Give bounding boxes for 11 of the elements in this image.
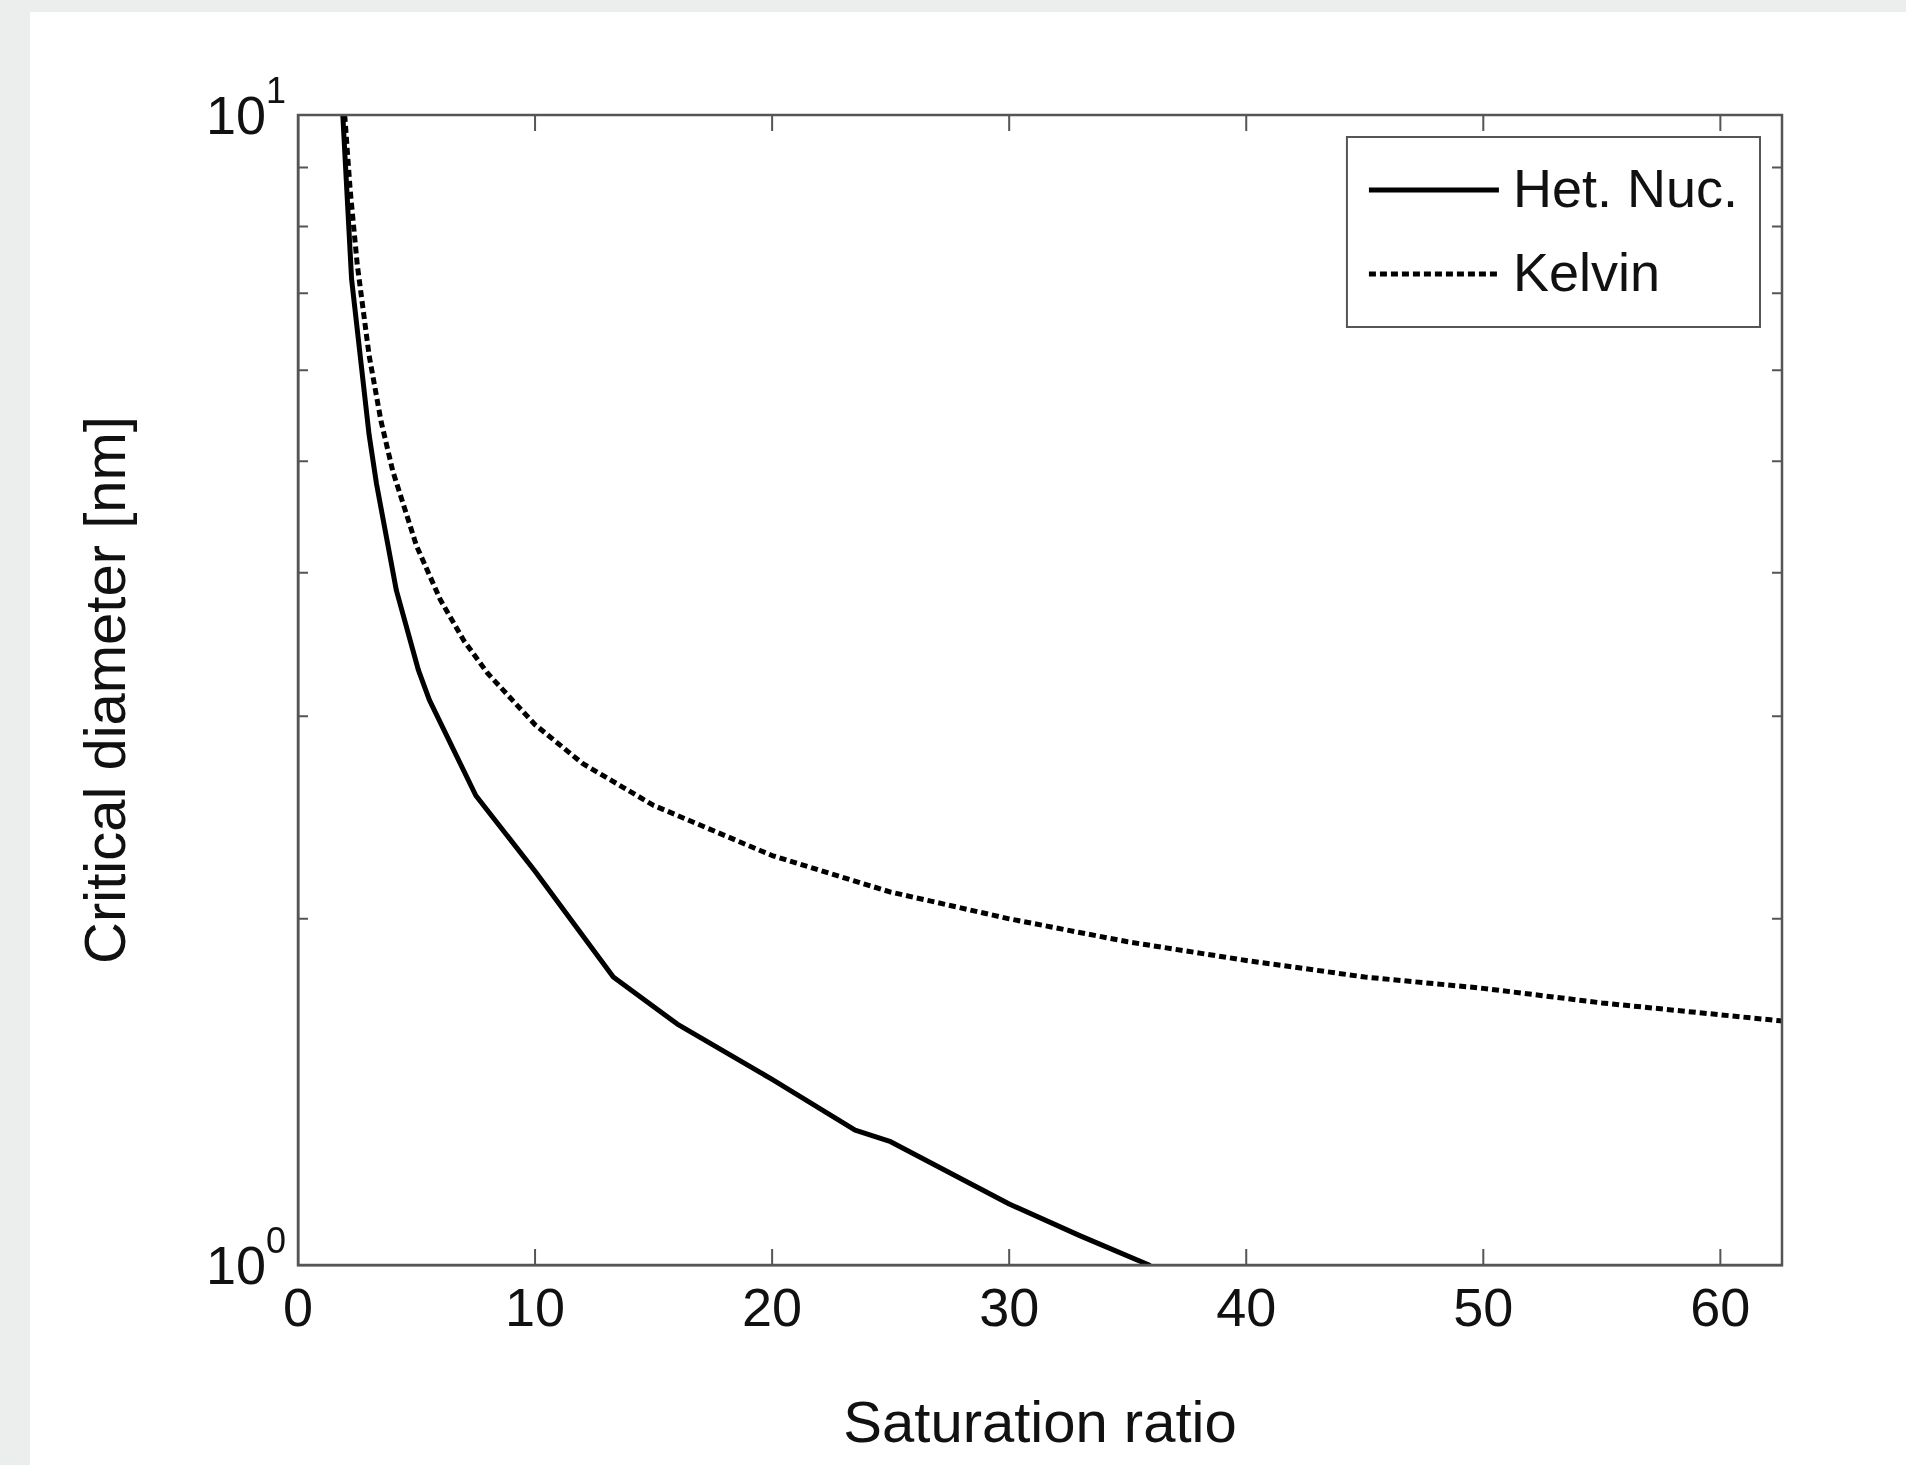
- x-tick-label: 60: [1690, 1277, 1751, 1338]
- x-tick-label: 40: [1216, 1277, 1277, 1338]
- x-tick-label: 20: [742, 1277, 803, 1338]
- legend-label: Het. Nuc.: [1512, 157, 1739, 218]
- legend-label: Kelvin: [1512, 241, 1661, 302]
- x-tick-label: 0: [282, 1277, 314, 1338]
- x-axis-title: Saturation ratio: [843, 1389, 1237, 1455]
- y-axis-title: Critical diameter [nm]: [71, 416, 137, 964]
- x-tick-label: 10: [505, 1277, 566, 1338]
- x-tick-label: 50: [1453, 1277, 1514, 1338]
- x-tick-label: 30: [979, 1277, 1040, 1338]
